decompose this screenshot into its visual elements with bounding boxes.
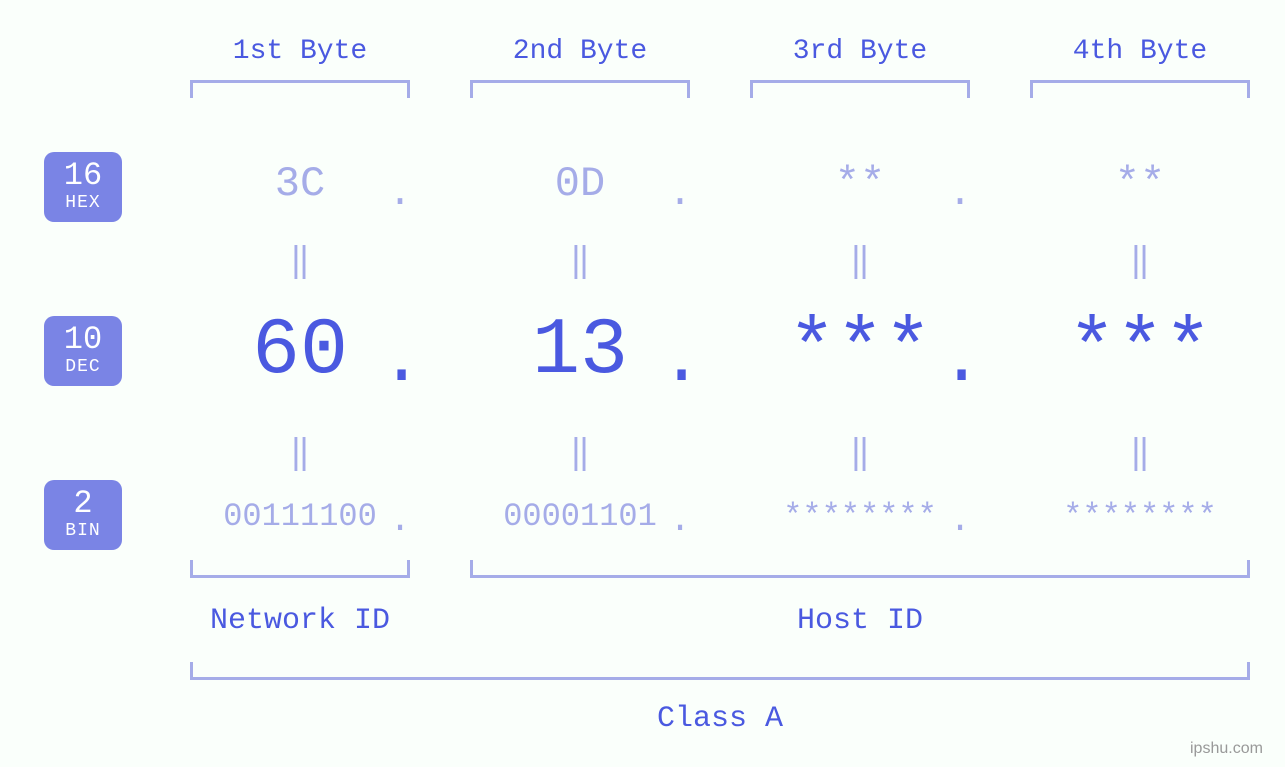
byte-header-2: 2nd Byte: [460, 36, 700, 67]
dec-dot-1: .: [380, 320, 420, 402]
bin-val-4: ********: [1020, 498, 1260, 535]
dec-badge: 10 DEC: [44, 316, 122, 386]
hex-dot-3: .: [940, 172, 980, 217]
watermark: ipshu.com: [1190, 740, 1263, 758]
class-label: Class A: [180, 702, 1260, 736]
hex-badge-num: 16: [44, 160, 122, 192]
hex-badge-lab: HEX: [44, 194, 122, 212]
byte-header-1: 1st Byte: [180, 36, 420, 67]
dec-badge-num: 10: [44, 324, 122, 356]
bin-badge: 2 BIN: [44, 480, 122, 550]
eq-2-2: ‖: [460, 432, 700, 474]
hex-dot-1: .: [380, 172, 420, 217]
host-bracket: [470, 560, 1250, 578]
top-bracket-3: [750, 80, 970, 98]
bin-dot-1: .: [380, 500, 420, 541]
hex-badge: 16 HEX: [44, 152, 122, 222]
host-id-label: Host ID: [460, 604, 1260, 638]
network-id-label: Network ID: [180, 604, 420, 638]
eq-1-3: ‖: [740, 240, 980, 282]
dec-badge-lab: DEC: [44, 358, 122, 376]
dec-dot-3: .: [940, 320, 980, 402]
class-bracket: [190, 662, 1250, 680]
bin-dot-2: .: [660, 500, 700, 541]
eq-1-1: ‖: [180, 240, 420, 282]
bin-badge-lab: BIN: [44, 522, 122, 540]
hex-dot-2: .: [660, 172, 700, 217]
eq-2-1: ‖: [180, 432, 420, 474]
bin-badge-num: 2: [44, 488, 122, 520]
top-bracket-2: [470, 80, 690, 98]
dec-val-4: ***: [1020, 306, 1260, 397]
eq-1-4: ‖: [1020, 240, 1260, 282]
network-bracket: [190, 560, 410, 578]
top-bracket-4: [1030, 80, 1250, 98]
dec-dot-2: .: [660, 320, 700, 402]
eq-1-2: ‖: [460, 240, 700, 282]
byte-header-3: 3rd Byte: [740, 36, 980, 67]
top-bracket-1: [190, 80, 410, 98]
eq-2-3: ‖: [740, 432, 980, 474]
bin-dot-3: .: [940, 500, 980, 541]
byte-header-4: 4th Byte: [1020, 36, 1260, 67]
eq-2-4: ‖: [1020, 432, 1260, 474]
hex-val-4: **: [1020, 160, 1260, 208]
